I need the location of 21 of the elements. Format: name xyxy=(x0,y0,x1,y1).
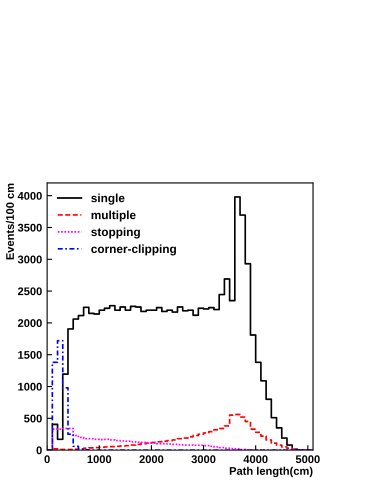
legend-label: corner-clipping xyxy=(91,244,176,256)
y-tick-label: 1500 xyxy=(18,350,42,359)
y-tick-label: 2500 xyxy=(18,287,42,296)
x-tick-label: 1000 xyxy=(88,455,112,464)
y-tick-label: 1000 xyxy=(18,382,42,391)
legend-label: stopping xyxy=(91,227,140,238)
y-tick-label: 2000 xyxy=(18,319,42,328)
y-tick-label: 3000 xyxy=(18,256,42,264)
x-tick-label: 3000 xyxy=(191,455,216,464)
y-axis-title: Events/100 cm xyxy=(6,184,14,260)
y-tick-label: 500 xyxy=(24,414,42,422)
x-axis-title: Path length(cm) xyxy=(230,466,312,478)
x-tick-label: 5000 xyxy=(296,455,320,464)
legend-label: single xyxy=(91,194,125,205)
y-tick-label: 3500 xyxy=(18,224,42,232)
y-tick-label: 0 xyxy=(36,446,42,454)
x-tick-label: 0 xyxy=(44,455,50,464)
legend-label: multiple xyxy=(92,210,136,222)
x-tick-label: 2000 xyxy=(139,455,164,464)
x-tick-label: 4000 xyxy=(243,455,268,464)
y-tick-label: 4000 xyxy=(18,192,42,200)
